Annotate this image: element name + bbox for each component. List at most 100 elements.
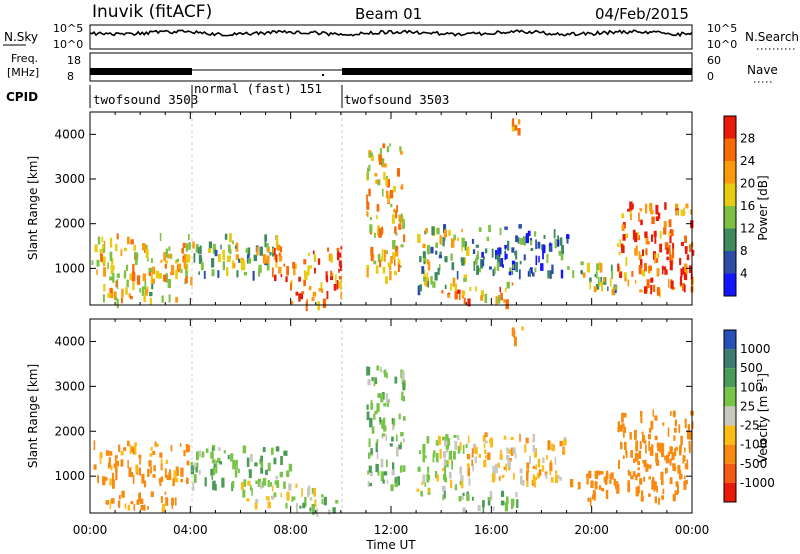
vel-cell [396, 476, 400, 486]
power-cell [567, 266, 570, 270]
vel-cell [675, 446, 678, 451]
vel-ytick-label-3000: 3000 [54, 379, 85, 393]
velocity-colorbar-swatch-3 [724, 387, 736, 407]
vel-cell [390, 484, 394, 492]
vel-cell [183, 450, 186, 457]
vel-cell [671, 452, 675, 461]
vel-cell [265, 495, 268, 501]
power-y-axis: 1000 2000 3000 4000 [54, 127, 692, 275]
vel-cell [401, 371, 405, 381]
vel-cell [648, 476, 651, 480]
vel-cell [443, 451, 447, 458]
nave-tick-top: 60 [707, 54, 721, 67]
power-cell [115, 244, 118, 252]
power-cell [328, 253, 332, 262]
velocity-panel: 1000 2000 3000 4000 Slant Range [km] [26, 318, 694, 517]
power-cell [386, 179, 390, 188]
power-cell [338, 281, 341, 289]
vel-cell [111, 498, 115, 504]
vel-cell [634, 452, 637, 462]
vel-cell [423, 455, 427, 459]
velocity-colorbar-tick-6: -500 [740, 457, 767, 471]
power-cell [498, 247, 501, 254]
power-cell [542, 244, 546, 254]
power-cell [94, 244, 98, 253]
power-cell [394, 226, 397, 234]
vel-cell [383, 471, 388, 476]
power-cell [557, 235, 559, 243]
vel-cell [127, 504, 131, 511]
power-cell [147, 256, 149, 262]
vel-cell [399, 465, 403, 473]
power-cell [399, 146, 402, 152]
vel-cell [616, 481, 619, 485]
power-cell [236, 270, 239, 278]
vel-cell [634, 429, 637, 440]
power-cell [551, 264, 554, 275]
power-cell [688, 265, 692, 273]
vel-cell [373, 413, 376, 420]
vel-cell [462, 492, 465, 496]
vel-cell [394, 476, 397, 483]
vel-cell [504, 501, 508, 512]
power-colorbar-tick-16: 16 [740, 199, 755, 213]
power-cell [115, 280, 118, 288]
vel-cell [533, 480, 537, 488]
vel-cell [218, 447, 221, 451]
power-cell [377, 179, 381, 186]
vel-cell [286, 470, 290, 477]
velocity-colorbar-swatch-6 [724, 444, 736, 464]
power-cell [461, 237, 465, 248]
power-cell [149, 292, 153, 297]
vel-cell [557, 475, 560, 479]
power-cell [535, 239, 537, 250]
power-cell [622, 234, 626, 241]
vel-cell [515, 492, 518, 498]
power-cell [133, 244, 136, 251]
vel-cell [637, 472, 641, 477]
cpid-segment-2: normal (fast) 151 [194, 81, 322, 96]
power-cell [314, 267, 316, 274]
vel-cell [143, 504, 146, 511]
power-cell [229, 233, 232, 243]
velocity-ylabel: Slant Range [km] [26, 364, 40, 468]
power-cell [507, 240, 510, 251]
vel-cell [402, 396, 406, 402]
power-cell [336, 280, 339, 290]
vel-cell [267, 501, 271, 509]
vel-cell [688, 440, 691, 450]
power-cell [313, 254, 317, 263]
power-cell [171, 265, 175, 275]
vel-cell [180, 478, 183, 483]
power-cell [645, 203, 648, 214]
vel-cell [654, 415, 658, 421]
power-cell [366, 264, 370, 269]
power-cell [511, 270, 514, 275]
power-x-ticks [89, 112, 693, 305]
power-cell [484, 293, 488, 304]
vel-cell [139, 458, 141, 465]
power-cell [534, 231, 537, 237]
vel-cell [655, 452, 659, 463]
vel-cell [255, 498, 259, 504]
power-cell [627, 208, 630, 212]
vel-cell [664, 455, 667, 461]
vel-cell [577, 481, 581, 490]
vel-cell [487, 499, 491, 506]
noise-strip: N.Sky 10^5 10^0 10^5 10^0 N.Search [3, 22, 799, 51]
x-tick-label-3: 12:00 [374, 523, 409, 537]
vel-cell [442, 486, 446, 492]
power-cell [646, 279, 650, 289]
vel-cell [679, 444, 682, 453]
vel-cell [516, 499, 519, 508]
vel-cell [376, 449, 379, 460]
power-cell [217, 254, 221, 263]
vel-cell [111, 472, 114, 481]
power-cell [396, 205, 398, 213]
vel-cell [446, 447, 448, 453]
power-cell [635, 245, 638, 255]
vel-cell [115, 465, 117, 472]
power-cell [686, 254, 690, 261]
vel-cell [554, 474, 559, 483]
power-cell [435, 250, 438, 255]
